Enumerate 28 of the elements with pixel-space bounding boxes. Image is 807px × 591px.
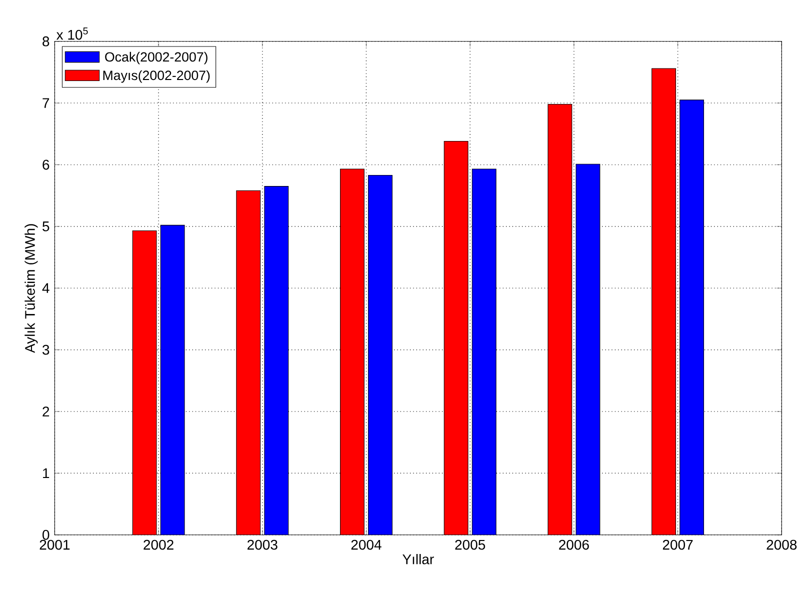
- x-tick-label: 2005: [455, 540, 486, 550]
- y-tick-label: 2: [42, 406, 50, 416]
- bar: [132, 230, 157, 535]
- y-tick-label: 3: [42, 344, 50, 355]
- y-tick-label: 8: [42, 36, 50, 46]
- bar: [548, 104, 572, 535]
- bar: [444, 141, 468, 535]
- x-tick-label: 2004: [351, 540, 382, 550]
- y-tick-label: 7: [42, 98, 50, 108]
- x-tick-label: 2006: [559, 540, 589, 550]
- x-tick-label: 2003: [248, 540, 278, 550]
- legend-label: Ocak(2002-2007): [105, 52, 208, 64]
- y-tick-label: 0: [42, 530, 50, 540]
- bar: [340, 168, 364, 535]
- y-tick-label: 4: [42, 283, 50, 293]
- legend-label: Mayıs(2002-2007): [103, 70, 210, 83]
- bar: [236, 190, 261, 535]
- bar: [652, 68, 676, 535]
- x-axis-title: Yıllar: [402, 554, 434, 564]
- y-tick-label: 1: [43, 468, 50, 478]
- y-axis-title: Aylık Tüketim (MWh): [24, 224, 38, 353]
- text: x 10$^{5}$: [56, 28, 88, 40]
- x-tick-label: 2008: [766, 540, 797, 550]
- y-tick-label: 5: [42, 222, 50, 232]
- x-tick-label: 2002: [144, 540, 174, 550]
- y-tick-label: 6: [42, 160, 50, 170]
- x-tick-label: 2007: [662, 540, 693, 550]
- x-tick-label: 2001: [40, 540, 70, 550]
